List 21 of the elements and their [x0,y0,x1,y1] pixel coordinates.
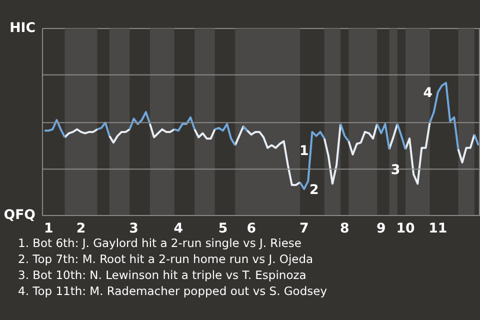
x-tick-label: 4 [174,222,184,236]
text: 4. Top 11th: M. Rademacher popped out vs S. Godsey [18,284,328,298]
x-tick-label: 11 [428,222,448,236]
annotation: 1 [299,144,309,160]
x-tick-label: 8 [340,222,350,236]
x-tick-label: 6 [246,222,256,236]
text: QFQ [4,208,36,223]
text: 3. Bot 10th: N. Lewinson hit a triple vs T. Espinoza [18,268,306,282]
x-tick-label: 10 [396,222,415,236]
annotation: 4 [423,86,433,102]
text: HIC [10,21,36,36]
annotation: 2 [309,182,319,198]
x-tick-label: 9 [376,222,386,236]
x-tick-label: 5 [218,222,228,236]
text: 2. Top 7th: M. Root hit a 2-run home run vs J. Ojeda [18,252,314,266]
x-tick-label: 7 [299,222,309,236]
x-tick-label: 3 [129,222,138,236]
x-tick-label: 2 [76,222,86,236]
annotation: 3 [390,163,400,178]
text: 1. Bot 6th: J. Gaylord hit a 2-run single vs J. Riese [18,236,302,250]
x-tick-label: 1 [44,222,54,236]
